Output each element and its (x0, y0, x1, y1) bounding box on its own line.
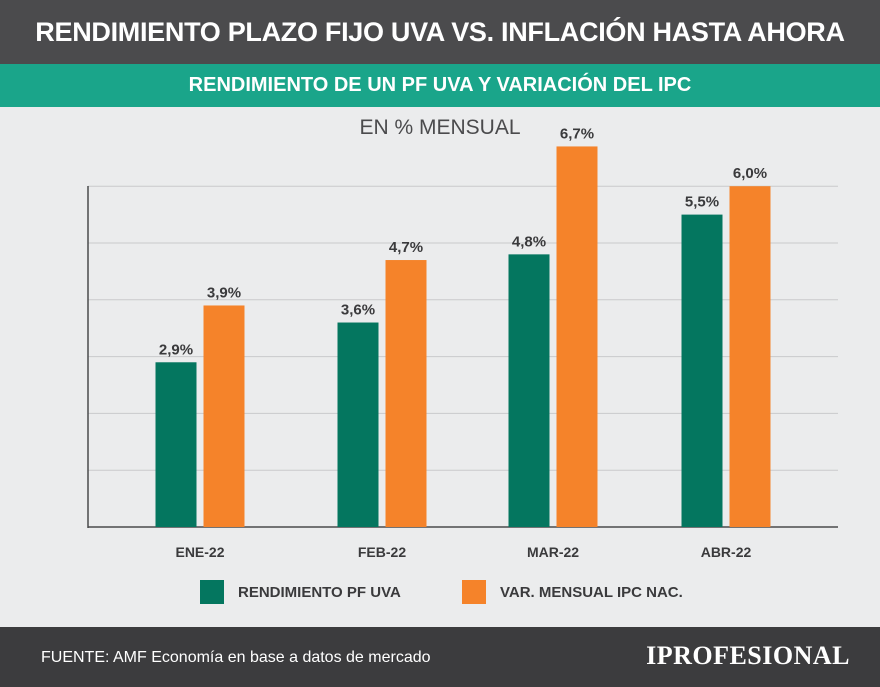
title-bar: RENDIMIENTO PLAZO FIJO UVA VS. INFLACIÓN… (0, 0, 880, 64)
subtitle-bar: RENDIMIENTO DE UN PF UVA Y VARIACIÓN DEL… (0, 64, 880, 107)
data-label: 6,7% (560, 125, 594, 142)
unit-label: EN % MENSUAL (359, 116, 521, 139)
legend-label-pf-uva: RENDIMIENTO PF UVA (238, 583, 401, 601)
legend-label-ipc: VAR. MENSUAL IPC NAC. (500, 583, 683, 601)
bar-pf-uva-mar-22 (508, 254, 550, 528)
data-label: 6,0% (733, 165, 767, 182)
data-label: 2,9% (159, 341, 193, 358)
bar-chart: 2,9% 3,9% ENE-22 3,6% 4,7% FEB-22 4,8% 6,7% MAR-… (87, 125, 838, 560)
bar-ipc-mar-22 (556, 146, 598, 527)
x-tick-label: MAR-22 (527, 544, 579, 560)
bar-pf-uva-abr-22 (681, 214, 723, 527)
legend-item-pf-uva: RENDIMIENTO PF UVA (200, 580, 401, 604)
x-tick-label: ABR-22 (701, 544, 752, 560)
legend-item-ipc: VAR. MENSUAL IPC NAC. (462, 580, 683, 604)
data-label: 3,6% (341, 302, 375, 319)
x-tick-label: ENE-22 (175, 544, 224, 560)
data-label: 4,8% (512, 233, 546, 250)
data-label: 3,9% (207, 284, 241, 301)
legend-swatch-pf-uva (200, 580, 224, 604)
source-note: FUENTE: AMF Economía en base a datos de … (41, 649, 431, 666)
bar-ipc-ene-22 (203, 305, 245, 527)
x-tick-label: FEB-22 (358, 544, 406, 560)
bar-ipc-feb-22 (385, 260, 427, 527)
chart-subtitle: RENDIMIENTO DE UN PF UVA Y VARIACIÓN DEL… (188, 74, 692, 96)
data-label: 4,7% (389, 239, 423, 256)
bar-pf-uva-ene-22 (155, 362, 197, 527)
footer: FUENTE: AMF Economía en base a datos de … (0, 627, 880, 687)
bar-pf-uva-feb-22 (337, 322, 379, 527)
brand-logo: IPROFESIONAL (646, 641, 850, 670)
chart-title: RENDIMIENTO PLAZO FIJO UVA VS. INFLACIÓN… (35, 16, 845, 47)
bar-ipc-abr-22 (729, 186, 771, 527)
legend-swatch-ipc (462, 580, 486, 604)
data-label: 5,5% (685, 194, 719, 211)
